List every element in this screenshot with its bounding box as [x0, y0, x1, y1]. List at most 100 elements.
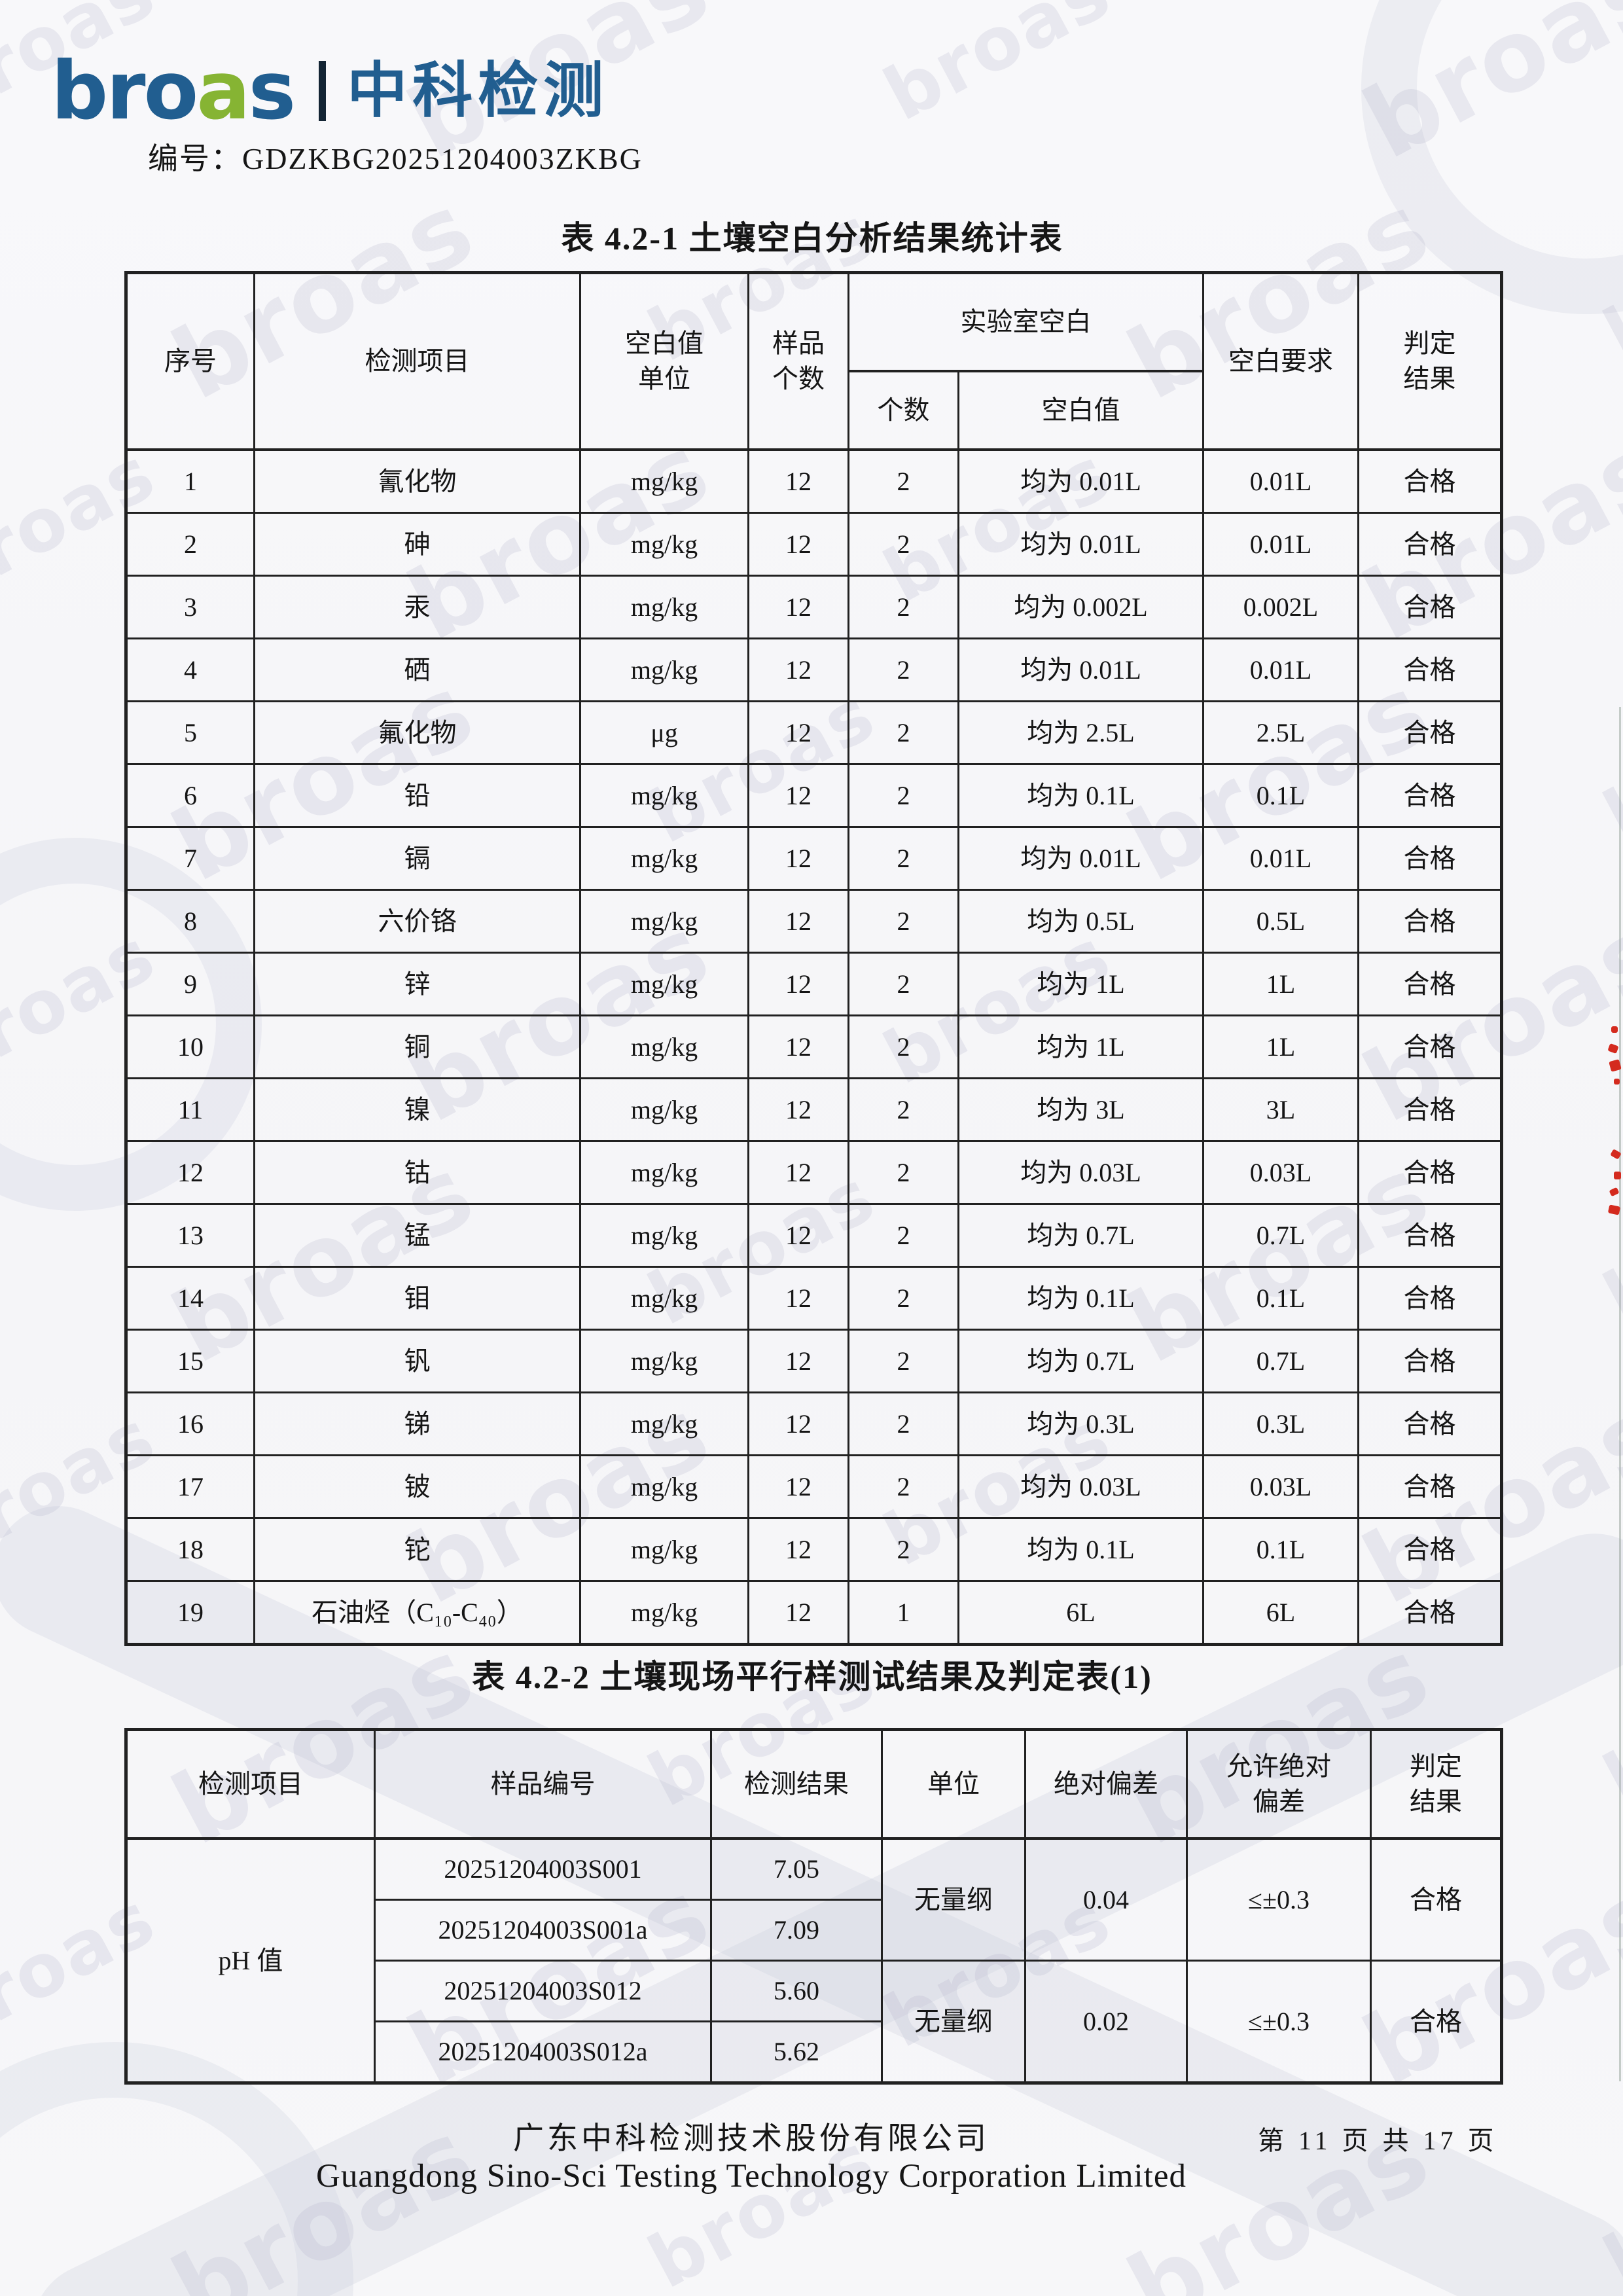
footer-company-en: Guangdong Sino-Sci Testing Technology Co… [316, 2158, 1186, 2195]
cell-judgement: 合格 [1357, 1140, 1503, 1205]
cell-lab-blank-value: 6L [957, 1580, 1204, 1645]
header-sample-id: 样品编号 [374, 1729, 712, 1840]
table-row: 7 镉 mg/kg 12 2 均为 0.01L 0.01L 合格 [125, 826, 1503, 891]
cell-item: 锑 [253, 1391, 581, 1456]
table-row: 10 铜 mg/kg 12 2 均为 1L 1L 合格 [125, 1014, 1503, 1079]
cell-item: 镉 [253, 826, 581, 891]
cell-lab-count: 2 [847, 575, 959, 639]
cell-unit: mg/kg [579, 1454, 749, 1519]
table-row: 11 镍 mg/kg 12 2 均为 3L 3L 合格 [125, 1077, 1503, 1142]
cell-unit: mg/kg [579, 1077, 749, 1142]
cell-blank-requirement: 0.5L [1202, 889, 1359, 954]
table-row: 12 钴 mg/kg 12 2 均为 0.03L 0.03L 合格 [125, 1140, 1503, 1205]
cell-unit: mg/kg [579, 1517, 749, 1582]
cell-lab-blank-value: 均为 0.03L [957, 1140, 1204, 1205]
cell-lab-count: 2 [847, 512, 959, 577]
cell-item: 钒 [253, 1329, 581, 1393]
cell-blank-requirement: 0.01L [1202, 637, 1359, 702]
header-lab-count: 个数 [847, 370, 959, 451]
header-no: 序号 [125, 272, 255, 451]
table-row: 15 钒 mg/kg 12 2 均为 0.7L 0.7L 合格 [125, 1329, 1503, 1393]
cell-no: 6 [125, 763, 255, 828]
cell-judgement: 合格 [1357, 512, 1503, 577]
cell-lab-blank-value: 均为 0.01L [957, 826, 1204, 891]
cell-no: 5 [125, 700, 255, 765]
cell-blank-requirement: 0.002L [1202, 575, 1359, 639]
cell-no: 9 [125, 952, 255, 1016]
table-row: 8 六价铬 mg/kg 12 2 均为 0.5L 0.5L 合格 [125, 889, 1503, 954]
cell-blank-requirement: 1L [1202, 1014, 1359, 1079]
cell-sample-count: 12 [747, 1140, 849, 1205]
cell-lab-blank-value: 均为 0.03L [957, 1454, 1204, 1519]
cell-no: 15 [125, 1329, 255, 1393]
table-row: 20251204003S012 5.60 无量纲 0.02 ≤±0.3 合格 [126, 1960, 1503, 2084]
cell-deviation: 0.02 [1024, 1960, 1188, 2084]
watermark-text: broas [1346, 0, 1623, 181]
table-header-row: 个数 空白值 [126, 370, 1502, 451]
cell-judgement: 合格 [1357, 1454, 1503, 1519]
cell-no: 7 [125, 826, 255, 891]
cell-item: 六价铬 [253, 889, 581, 954]
header-item: 检测项目 [125, 1729, 376, 1840]
ring-decoration [1361, 0, 1623, 314]
cell-item: 钼 [253, 1266, 581, 1331]
cell-blank-requirement: 0.7L [1202, 1329, 1359, 1393]
cell-blank-requirement: 0.1L [1202, 763, 1359, 828]
watermark-text: broas [1591, 1634, 1623, 1824]
cell-result: 5.60 [710, 1960, 883, 2022]
cell-item: 铊 [253, 1517, 581, 1582]
cell-blank-requirement: 0.7L [1202, 1203, 1359, 1268]
cell-judgement: 合格 [1357, 1329, 1503, 1393]
cell-lab-blank-value: 均为 0.1L [957, 1517, 1204, 1582]
cell-judgement: 合格 [1357, 700, 1503, 765]
cell-blank-requirement: 0.1L [1202, 1266, 1359, 1331]
cell-blank-requirement: 0.01L [1202, 512, 1359, 577]
red-edge-marks [1611, 1026, 1618, 1033]
cell-lab-count: 2 [847, 826, 959, 891]
red-edge-marks [1607, 1043, 1619, 1054]
cell-no: 8 [125, 889, 255, 954]
cell-judgement: 合格 [1370, 1960, 1503, 2084]
cell-unit: mg/kg [579, 1580, 749, 1645]
page-number: 第 11 页 共 17 页 [1258, 2126, 1498, 2155]
table-row: 3 汞 mg/kg 12 2 均为 0.002L 0.002L 合格 [125, 575, 1503, 639]
cell-sample-count: 12 [747, 826, 849, 891]
red-edge-marks [1610, 1149, 1622, 1160]
header-allowed-deviation: 允许绝对 偏差 [1186, 1729, 1372, 1840]
broas-logo: broas [51, 51, 296, 131]
cell-item: 氟化物 [253, 700, 581, 765]
cell-lab-blank-value: 均为 0.1L [957, 1266, 1204, 1331]
header-lab-blank-value: 空白值 [957, 370, 1204, 451]
cell-item: 铜 [253, 1014, 581, 1079]
cell-judgement: 合格 [1357, 889, 1503, 954]
blank-analysis-table: 序号 检测项目 空白值 单位 样品 个数 实验室空白 空白要求 判定 结果 个数… [124, 271, 1503, 1646]
cell-item: 铅 [253, 763, 581, 828]
cell-lab-blank-value: 均为 1L [957, 1014, 1204, 1079]
cell-blank-requirement: 0.1L [1202, 1517, 1359, 1582]
cell-deviation: 0.04 [1024, 1837, 1188, 1962]
cell-unit: mg/kg [579, 1329, 749, 1393]
header-blank-requirement: 空白要求 [1202, 272, 1359, 451]
cell-unit: 无量纲 [881, 1960, 1026, 2084]
table-row: 2 砷 mg/kg 12 2 均为 0.01L 0.01L 合格 [125, 512, 1503, 577]
cell-lab-count: 1 [847, 1580, 959, 1645]
company-logo-cn: 中科检测 [347, 56, 609, 126]
cell-sample-id: 20251204003S012a [374, 2020, 712, 2084]
cell-unit: mg/kg [579, 952, 749, 1016]
cell-no: 4 [125, 637, 255, 702]
red-edge-marks [1614, 1079, 1620, 1085]
cell-blank-requirement: 2.5L [1202, 700, 1359, 765]
cell-no: 10 [125, 1014, 255, 1079]
cell-sample-count: 12 [747, 512, 849, 577]
parallel-sample-table: 检测项目 样品编号 检测结果 单位 绝对偏差 允许绝对 偏差 判定 结果 pH … [124, 1728, 1503, 2085]
cell-no: 13 [125, 1203, 255, 1268]
table-row: 4 硒 mg/kg 12 2 均为 0.01L 0.01L 合格 [125, 637, 1503, 702]
cell-sample-count: 12 [747, 763, 849, 828]
cell-lab-count: 2 [847, 1454, 959, 1519]
cell-unit: mg/kg [579, 1203, 749, 1268]
header-deviation: 绝对偏差 [1024, 1729, 1188, 1840]
cell-no: 16 [125, 1391, 255, 1456]
header-unit: 单位 [881, 1729, 1026, 1840]
cell-sample-count: 12 [747, 1517, 849, 1582]
cell-sample-count: 12 [747, 1014, 849, 1079]
